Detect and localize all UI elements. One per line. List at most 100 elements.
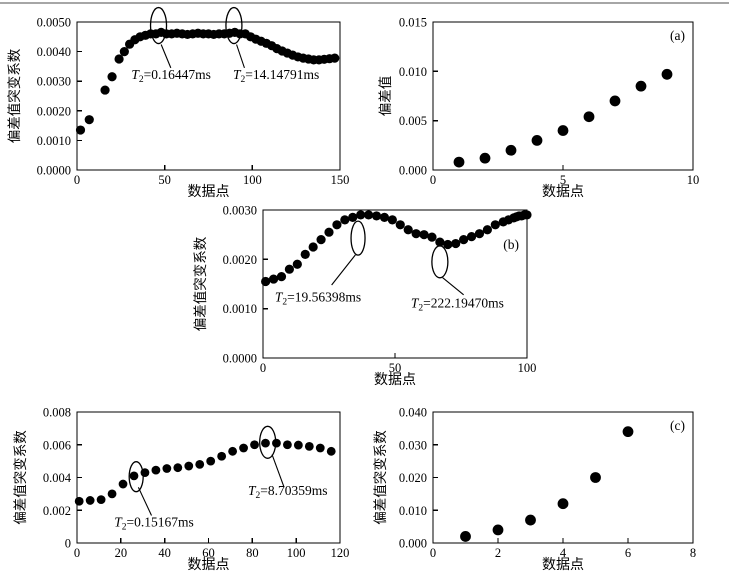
x-axis-title: 数据点 bbox=[188, 557, 230, 573]
axes-box bbox=[432, 21, 694, 171]
data-point bbox=[107, 72, 117, 82]
y-tick-label: 0.0010 bbox=[223, 302, 257, 316]
x-axis-title: 数据点 bbox=[542, 557, 584, 573]
data-point bbox=[184, 461, 194, 471]
y-tick-label: 0.040 bbox=[399, 406, 427, 420]
data-point bbox=[583, 111, 595, 123]
y-tick-label: 0.002 bbox=[43, 504, 71, 518]
data-point bbox=[451, 238, 461, 249]
subplot-deviation-value-panel-a: 0 5 10 0.000 0.005 0.010 0.015 数据点 偏差值 (a) bbox=[378, 16, 699, 201]
y-axis-title: 偏差值突变系数 bbox=[373, 430, 388, 525]
data-point bbox=[85, 496, 95, 505]
data-point bbox=[228, 446, 238, 456]
x-tick-label: 150 bbox=[331, 173, 350, 187]
data-point bbox=[525, 514, 536, 526]
data-point bbox=[261, 276, 271, 287]
x-axis-title: 数据点 bbox=[188, 184, 230, 200]
y-tick-label: 0.020 bbox=[399, 471, 427, 485]
data-point bbox=[590, 472, 601, 483]
y-tick-label: 0.000 bbox=[399, 164, 427, 178]
data-point bbox=[403, 225, 413, 235]
data-point bbox=[75, 125, 86, 135]
annotation-label: T2=0.15167ms bbox=[114, 514, 194, 532]
y-tick-label: 0.005 bbox=[399, 114, 427, 128]
x-tick-label: 0 bbox=[430, 173, 436, 187]
data-point bbox=[315, 443, 325, 453]
x-tick-label: 2 bbox=[495, 546, 501, 560]
data-point bbox=[522, 210, 532, 220]
subplot-deviation-mutation-panel-b: 0 50 100 0.0000 0.0010 0.0020 0.0030 数据点 偏差值突变系数… bbox=[193, 204, 536, 389]
data-point bbox=[453, 156, 465, 168]
y-axis-title: 偏差值突变系数 bbox=[13, 430, 28, 525]
annotation-label: T2=0.16447ms bbox=[131, 67, 211, 85]
annotation-leader-line bbox=[331, 254, 356, 286]
data-point bbox=[459, 235, 469, 245]
data-point bbox=[609, 95, 621, 107]
y-tick-label: 0.004 bbox=[43, 471, 72, 485]
highlight-ellipse bbox=[225, 6, 243, 45]
data-point bbox=[474, 229, 485, 239]
data-point bbox=[292, 259, 302, 269]
data-point bbox=[173, 463, 183, 473]
annotation-label: T2=222.19470ms bbox=[411, 296, 504, 314]
panel-label: (c) bbox=[670, 418, 685, 433]
annotation-leader-line bbox=[236, 44, 245, 69]
data-point bbox=[239, 443, 248, 453]
data-point bbox=[217, 451, 227, 461]
y-tick-label: 0.0000 bbox=[223, 352, 257, 366]
data-point bbox=[443, 239, 453, 250]
subplot-deviation-mutation-bottom-left: 0 20 40 60 80 100 120 0 0.002 0.004 0.006 0.008 数据点 偏… bbox=[13, 406, 349, 574]
annotation-leader-line bbox=[160, 44, 172, 69]
x-tick-label: 6 bbox=[625, 546, 631, 560]
x-tick-label: 0 bbox=[74, 173, 80, 187]
annotation-label: T2=8.70359ms bbox=[248, 483, 328, 501]
data-point bbox=[427, 232, 437, 242]
y-tick-label: 0.0040 bbox=[37, 45, 71, 59]
data-point bbox=[340, 215, 350, 225]
highlight-ellipse bbox=[149, 6, 168, 45]
data-point bbox=[119, 47, 129, 57]
data-point bbox=[129, 471, 139, 481]
highlight-ellipse bbox=[350, 220, 366, 256]
data-point bbox=[151, 465, 161, 475]
data-point bbox=[74, 496, 84, 506]
y-tick-label: 0.010 bbox=[399, 65, 427, 79]
data-point bbox=[348, 212, 358, 222]
page-top-rule bbox=[0, 2, 729, 4]
data-point bbox=[371, 211, 382, 221]
x-tick-label: 60 bbox=[202, 546, 215, 560]
data-point bbox=[419, 230, 429, 240]
x-tick-label: 4 bbox=[560, 546, 567, 560]
data-point bbox=[330, 53, 340, 63]
y-tick-label: 0.0030 bbox=[223, 204, 257, 218]
x-axis-title: 数据点 bbox=[374, 372, 416, 388]
data-point bbox=[460, 531, 471, 542]
data-point bbox=[557, 498, 569, 510]
y-tick-label: 0.0010 bbox=[37, 134, 71, 148]
data-point bbox=[479, 152, 491, 164]
data-point bbox=[435, 237, 445, 247]
x-tick-label: 5 bbox=[560, 173, 566, 187]
x-tick-label: 8 bbox=[690, 546, 696, 560]
data-point bbox=[316, 235, 326, 245]
highlight-ellipse bbox=[431, 245, 449, 279]
y-tick-label: 0.0030 bbox=[37, 75, 71, 89]
data-point bbox=[379, 212, 390, 222]
panel-label: (a) bbox=[670, 28, 685, 43]
x-tick-label: 50 bbox=[158, 173, 171, 187]
x-tick-label: 100 bbox=[243, 173, 262, 187]
subplot-deviation-mutation-panel-c: 0 2 4 6 8 0.000 0.010 0.020 0.030 0.040 数据点 偏差值突变系数… bbox=[373, 406, 696, 574]
x-tick-label: 0 bbox=[260, 361, 266, 375]
x-tick-label: 100 bbox=[287, 546, 306, 560]
axes-box bbox=[432, 411, 694, 544]
data-point bbox=[557, 125, 569, 136]
data-point bbox=[482, 225, 492, 235]
data-point bbox=[505, 144, 517, 156]
x-tick-label: 50 bbox=[389, 361, 402, 375]
annotation-label: T2=14.14791ms bbox=[233, 67, 319, 85]
data-point bbox=[250, 440, 259, 450]
x-axis-title: 数据点 bbox=[542, 184, 584, 200]
data-point bbox=[300, 249, 310, 259]
y-axis-title: 偏差值突变系数 bbox=[7, 48, 22, 143]
